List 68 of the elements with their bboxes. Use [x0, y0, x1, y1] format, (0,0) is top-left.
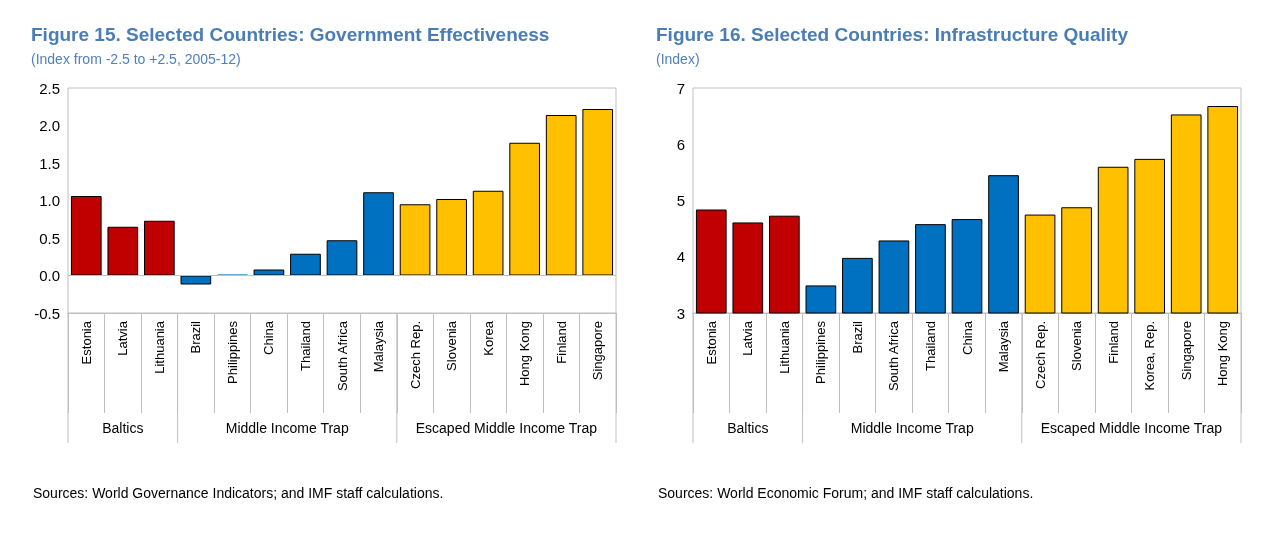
x-tick-label: Estonia: [703, 320, 719, 365]
x-tick-label: Hong Kong: [1215, 321, 1231, 387]
y-tick-label: 3: [676, 304, 685, 322]
y-tick-label: 6: [676, 135, 685, 153]
text: Escaped Middle Income Trap: [415, 420, 598, 436]
x-tick-label: Korea: [480, 320, 496, 356]
bar: [509, 142, 541, 276]
x-tick-label: Hong Kong: [517, 321, 533, 387]
text: Middle Income Trap: [850, 420, 974, 436]
x-tick-label: Latvia: [740, 320, 756, 356]
x-tick-label: Lithuania: [151, 320, 167, 374]
chart-title: Figure 16. Selected Countries: Infrastructure Quality: [656, 24, 1129, 45]
x-tick-label: Philippines: [224, 320, 240, 384]
x-tick-label: Estonia: [78, 320, 94, 365]
x-tick-label: Czech Rep.: [1032, 321, 1048, 389]
bar: [363, 192, 394, 276]
y-tick-label: 1.0: [39, 192, 60, 209]
bar: [253, 269, 285, 276]
y-tick-label: 2.0: [39, 117, 60, 134]
chart-subtitle: (Index): [656, 51, 700, 67]
x-tick-label: Philippines: [813, 320, 829, 384]
x-tick-label: Finland: [553, 321, 569, 364]
x-tick-label: Singapore: [1178, 321, 1194, 381]
source-note: Sources: World Economic Forum; and IMF staff calculations.: [658, 485, 1034, 501]
chart-title: Figure 15. Selected Countries: Government Effectiveness: [31, 24, 550, 45]
y-tick-label: 2.5: [39, 79, 60, 97]
x-tick-label: South Africa: [886, 320, 902, 392]
bar: [582, 109, 614, 276]
x-tick-label: Finland: [1105, 321, 1121, 364]
bar: [107, 226, 139, 276]
text: Middle Income Trap: [225, 420, 349, 436]
y-tick-label: 1.5: [39, 154, 60, 172]
x-tick-label: Thailand: [922, 321, 938, 371]
bar: [545, 115, 577, 276]
y-tick-label: 7: [676, 79, 685, 97]
x-tick-label: Malaysia: [996, 320, 1012, 373]
bar: [436, 199, 467, 276]
x-tick-label: Slovenia: [1069, 320, 1085, 371]
text: Baltics: [727, 420, 769, 436]
x-tick-label: Brazil: [188, 320, 204, 354]
bar: [180, 275, 212, 285]
y-tick-label: 0.0: [39, 267, 60, 284]
bar: [472, 190, 504, 276]
y-tick-label: -0.5: [34, 304, 60, 322]
x-tick-label: Brazil: [849, 320, 865, 354]
bar: [326, 240, 358, 276]
x-tick-label: South Africa: [334, 320, 350, 392]
y-tick-label: 5: [676, 192, 685, 209]
x-tick-label: Malaysia: [371, 320, 387, 373]
text: Baltics: [102, 420, 144, 436]
x-tick-label: Czech Rep.: [407, 321, 423, 389]
bar: [399, 204, 431, 276]
bar: [143, 220, 175, 276]
x-tick-label: China: [261, 320, 277, 355]
x-tick-label: Thailand: [297, 321, 313, 371]
x-tick-label: Lithuania: [776, 320, 792, 374]
x-tick-label: Slovenia: [444, 320, 460, 371]
y-tick-label: 4: [676, 248, 685, 266]
source-note: Sources: World Governance Indicators; and IMF staff calculations.: [33, 485, 444, 501]
chart-subtitle: (Index from -2.5 to +2.5, 2005-12): [31, 51, 241, 67]
bar: [70, 196, 102, 276]
x-tick-label: Singapore: [590, 321, 606, 381]
x-tick-label: Korea, Rep.: [1142, 321, 1158, 391]
text: Escaped Middle Income Trap: [1040, 420, 1223, 436]
y-tick-label: 0.5: [39, 229, 60, 247]
bar: [290, 253, 321, 276]
x-tick-label: China: [959, 320, 975, 355]
x-tick-label: Latvia: [115, 320, 131, 356]
